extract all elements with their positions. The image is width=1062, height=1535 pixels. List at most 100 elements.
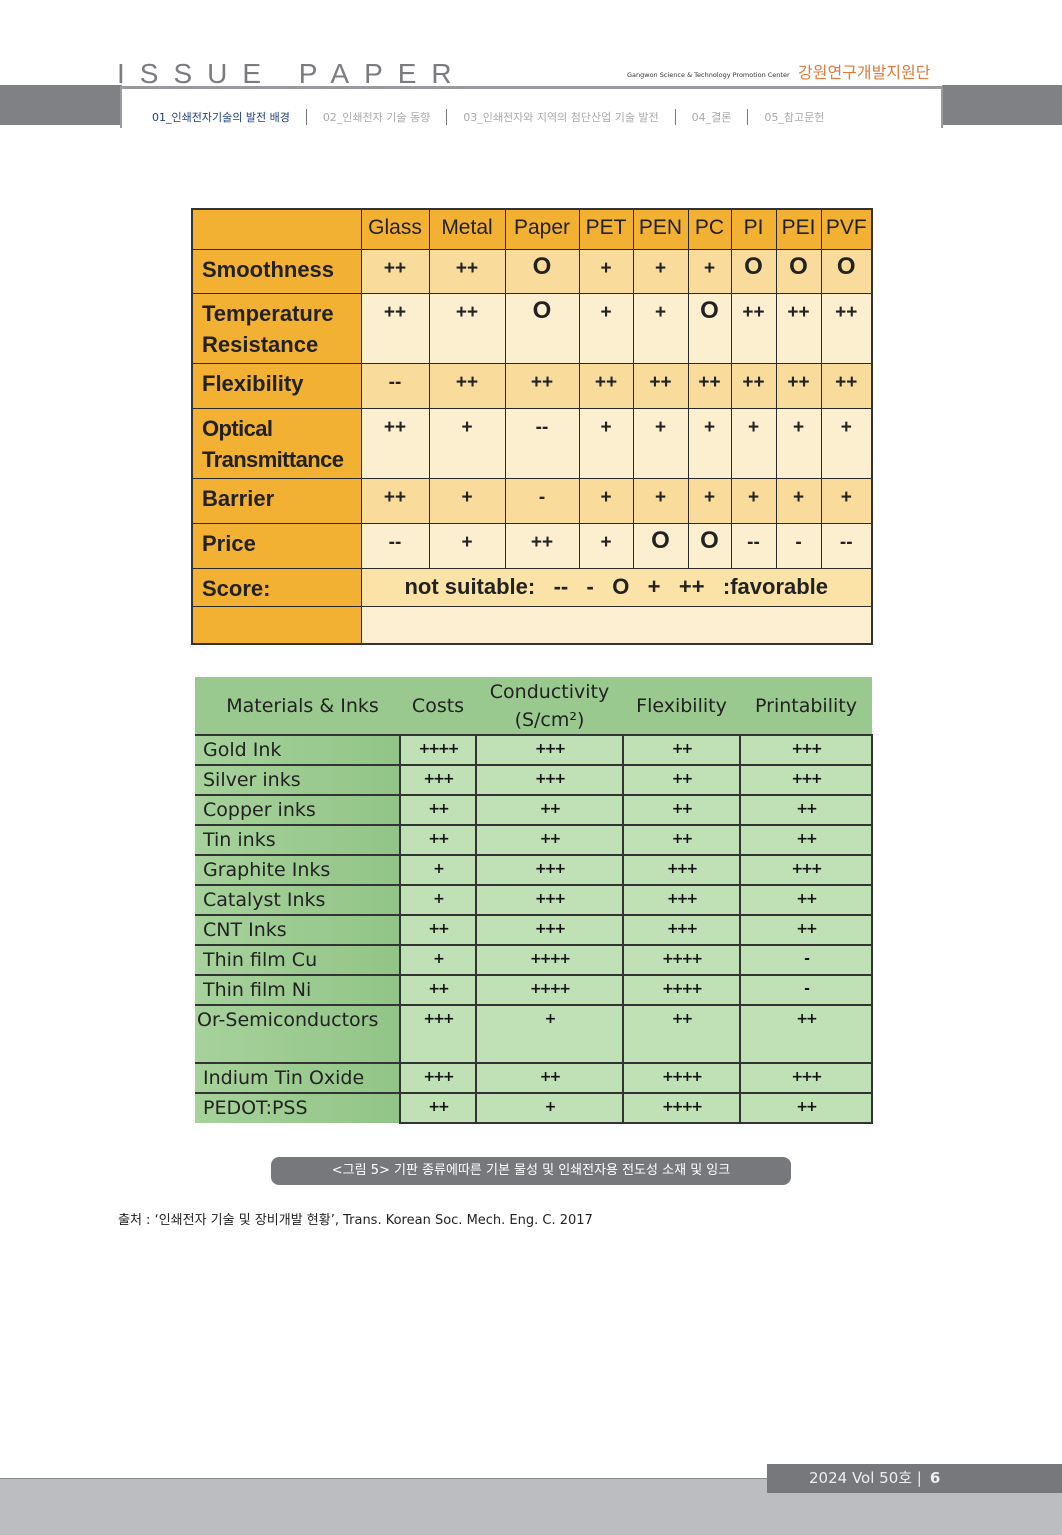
table-cell: ++	[399, 824, 477, 856]
table-cell: +++	[622, 884, 741, 916]
row-label: Silver inks	[195, 764, 400, 795]
table-cell: --	[360, 522, 430, 569]
row-label: Tin inks	[195, 824, 400, 855]
table-cell: ++	[687, 362, 732, 409]
table-cell: ++	[504, 362, 580, 409]
table-cell: +	[578, 292, 634, 364]
table-cell: ++	[622, 824, 741, 856]
table-row: Smoothness ++ ++ O + + + O O O	[191, 248, 873, 294]
column-header: PVF	[820, 208, 873, 250]
conductive-inks-table: Materials & Inks Costs Conductivity (S/cm²…	[195, 677, 873, 1124]
nav-item-3[interactable]: 03_인쇄전자와 지역의 첨단산업 기술 발전	[463, 111, 659, 124]
table-cell: +++	[475, 764, 624, 796]
table-cell: O	[632, 522, 689, 569]
substrate-properties-table: Glass Metal Paper PET PEN PC PI PEI PVF Smoothne…	[191, 208, 873, 645]
table-cell: ++	[475, 1062, 624, 1094]
table-cell: ++	[622, 734, 741, 766]
table-cell: ++++	[475, 974, 624, 1006]
nav-item-4[interactable]: 04_결론	[691, 111, 732, 124]
table-cell: O	[504, 292, 580, 364]
table-row: Thin film Ni ++ ++++ ++++ -	[195, 974, 873, 1006]
column-header: PEI	[775, 208, 822, 250]
table-cell: ++++	[622, 1092, 741, 1124]
nav-divider	[747, 109, 749, 125]
table-cell: +	[687, 407, 732, 479]
table-cell: +++	[622, 854, 741, 886]
column-header: Glass	[360, 208, 430, 250]
table-cell: O	[775, 248, 822, 294]
table-cell: +	[820, 477, 873, 524]
table-cell: -	[775, 522, 822, 569]
table-cell: -	[739, 944, 873, 976]
table-cell: ++	[632, 362, 689, 409]
nav-item-1[interactable]: 01_인쇄전자기술의 발전 배경	[152, 111, 290, 124]
table-cell: ++	[820, 362, 873, 409]
column-header: PET	[578, 208, 634, 250]
table-cell: +++	[739, 854, 873, 886]
table-cell: +	[428, 407, 506, 479]
table-cell: +++	[622, 914, 741, 946]
table-cell: ++++	[475, 944, 624, 976]
table-cell: --	[360, 362, 430, 409]
nav-divider	[305, 109, 307, 125]
table-cell: +++	[399, 1004, 477, 1064]
table-cell: --	[504, 407, 580, 479]
table-cell: ++	[399, 914, 477, 946]
table-cell: ++	[739, 824, 873, 856]
table-cell: ++	[730, 292, 777, 364]
page-number: 6	[929, 1469, 941, 1487]
column-header: Conductivity (S/cm²)	[476, 677, 623, 735]
row-label: Indium Tin Oxide	[195, 1062, 400, 1093]
row-label: Graphite Inks	[195, 854, 400, 885]
issue-label: 2024 Vol 50호 |	[809, 1469, 922, 1487]
table-cell: +	[399, 854, 477, 886]
table-cell: ++	[622, 764, 741, 796]
column-header: PEN	[632, 208, 689, 250]
table-cell: +	[687, 248, 732, 294]
column-header: PC	[687, 208, 732, 250]
nav-item-2[interactable]: 02_인쇄전자 기술 동향	[322, 111, 431, 124]
blank-label	[191, 605, 362, 645]
header-bar-right	[942, 85, 1062, 125]
table-cell: -	[504, 477, 580, 524]
row-label: Smoothness	[191, 248, 362, 294]
table-cell: +++	[739, 764, 873, 796]
table-cell: +++	[475, 884, 624, 916]
table-row: CNT Inks ++ +++ +++ ++	[195, 914, 873, 946]
table-row: Silver inks +++ +++ ++ +++	[195, 764, 873, 796]
row-label: Thin film Ni	[195, 974, 400, 1005]
column-header: Printability	[740, 677, 872, 735]
row-label: Temperature Resistance	[191, 292, 362, 364]
table-cell: ++	[775, 292, 822, 364]
corner-cell	[191, 208, 362, 250]
table-cell: +	[730, 477, 777, 524]
row-label: Barrier	[191, 477, 362, 524]
figure-caption: <그림 5> 기판 종류에따른 기본 물성 및 인쇄전자용 전도성 소재 및 잉…	[271, 1157, 791, 1185]
table-cell: +	[578, 522, 634, 569]
table-cell: +	[632, 292, 689, 364]
nav-divider	[446, 109, 448, 125]
table-cell: ++++	[622, 1062, 741, 1094]
score-legend: not suitable: -- - O + ++ :favorable	[360, 567, 873, 607]
table-cell: ++	[399, 794, 477, 826]
table-cell: +	[578, 407, 634, 479]
source-citation: 출처 : ‘인쇄전자 기술 및 장비개발 현황’, Trans. Korean …	[118, 1213, 593, 1228]
column-header: Metal	[428, 208, 506, 250]
nav-item-5[interactable]: 05_참고문헌	[764, 111, 825, 124]
table-cell: +++	[739, 1062, 873, 1094]
table-cell: ++	[739, 884, 873, 916]
nav-divider	[674, 109, 676, 125]
table-row: Flexibility -- ++ ++ ++ ++ ++ ++ ++ ++	[191, 362, 873, 409]
table-row: PEDOT:PSS ++ + ++++ ++	[195, 1092, 873, 1124]
table-cell: ++++	[399, 734, 477, 766]
table-cell: ++	[622, 794, 741, 826]
table-cell: +++	[399, 764, 477, 796]
table-cell: +	[578, 248, 634, 294]
table-cell: +	[775, 477, 822, 524]
row-label: Price	[191, 522, 362, 569]
table-cell: ++	[428, 292, 506, 364]
table-cell: ++	[428, 248, 506, 294]
table-row: Thin film Cu + ++++ ++++ -	[195, 944, 873, 976]
table-row: Optical Transmittance ++ + -- + + + + + +	[191, 407, 873, 479]
table-cell: +++	[475, 734, 624, 766]
